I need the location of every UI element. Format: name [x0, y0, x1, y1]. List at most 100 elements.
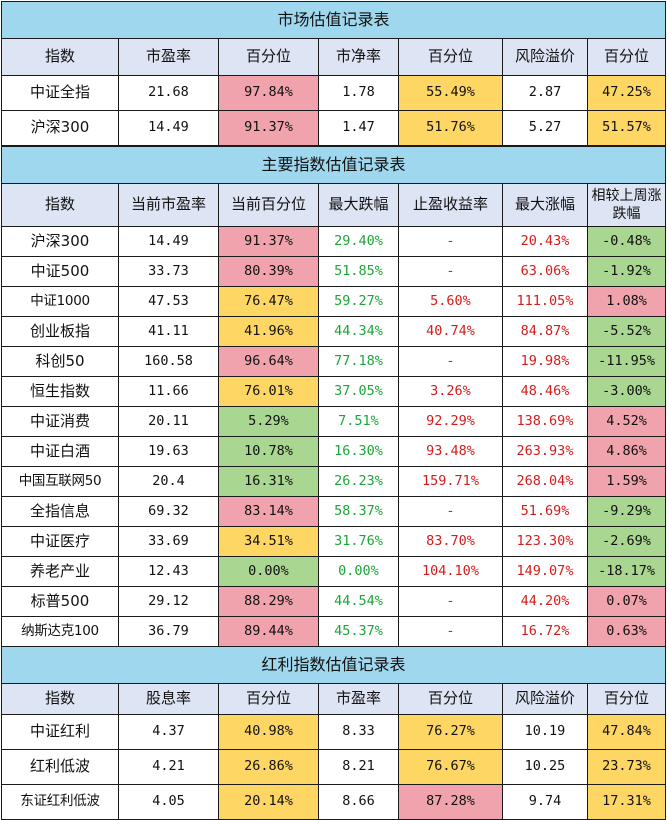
column-header: 市盈率: [118, 38, 219, 76]
risk-percentile: 51.57%: [586, 110, 667, 146]
table-row: 全指信息 69.32 83.14% 58.37% -51.69% -9.29%: [1, 496, 667, 527]
max-drawdown: 44.34%: [318, 316, 399, 347]
take-profit-return: 83.70%: [398, 526, 503, 557]
table-row: 养老产业 12.43 0.00% 0.00% 104.10% 149.07% -18.17%: [1, 556, 667, 587]
max-gain: 44.20%: [502, 586, 588, 617]
take-profit-return: -: [398, 496, 503, 527]
index-name: 全指信息: [1, 496, 119, 527]
index-name: 中证消费: [1, 406, 119, 437]
risk-premium: 9.74: [502, 784, 588, 820]
pe-value: 11.66: [118, 376, 219, 407]
column-header: 百分位: [586, 683, 667, 715]
weekly-change: -9.29%: [586, 496, 667, 527]
table-row: 沪深300 14.49 91.37% 1.47 51.76% 5.27 51.5…: [1, 110, 667, 146]
pe-percentile: 0.00%: [218, 556, 319, 587]
max-drawdown: 58.37%: [318, 496, 399, 527]
index-name: 中证医疗: [1, 526, 119, 557]
table-row: 中证1000 47.53 76.47% 59.27% 5.60% 111.05% 1.08%: [1, 286, 667, 317]
pe-percentile: 76.27%: [398, 714, 503, 750]
max-drawdown: 7.51%: [318, 406, 399, 437]
max-drawdown: 59.27%: [318, 286, 399, 317]
pe-percentile: 41.96%: [218, 316, 319, 347]
index-name: 沪深300: [1, 110, 119, 146]
take-profit-return: 159.71%: [398, 466, 503, 497]
max-drawdown: 45.37%: [318, 616, 399, 647]
table-row: 红利低波 4.21 26.86% 8.21 76.67% 10.25 23.73…: [1, 749, 667, 785]
max-drawdown: 37.05%: [318, 376, 399, 407]
weekly-change: 1.08%: [586, 286, 667, 317]
take-profit-return: 40.74%: [398, 316, 503, 347]
take-profit-return: -: [398, 226, 503, 257]
pe-value: 20.4: [118, 466, 219, 497]
pe-percentile: 91.37%: [218, 110, 319, 146]
dividend-index-valuation-table: 红利指数估值记录表 指数 股息率 百分位 市盈率 百分位 风险溢价 百分位 中证…: [0, 646, 667, 820]
pe-percentile: 80.39%: [218, 256, 319, 287]
pe-value: 21.68: [118, 75, 219, 111]
column-header: 百分位: [398, 683, 503, 715]
take-profit-return: 93.48%: [398, 436, 503, 467]
column-header: 百分位: [586, 38, 667, 76]
take-profit-return: -: [398, 586, 503, 617]
market-table-title: 市场估值记录表: [0, 1, 667, 39]
dividend-yield: 4.21: [118, 749, 219, 785]
max-drawdown: 31.76%: [318, 526, 399, 557]
risk-percentile: 47.84%: [586, 714, 667, 750]
risk-premium: 10.19: [502, 714, 588, 750]
max-drawdown: 77.18%: [318, 346, 399, 377]
pe-percentile: 34.51%: [218, 526, 319, 557]
table-row: 创业板指 41.11 41.96% 44.34% 40.74% 84.87% -5.52%: [1, 316, 667, 347]
risk-premium: 2.87: [502, 75, 588, 111]
take-profit-return: 5.60%: [398, 286, 503, 317]
max-gain: 263.93%: [502, 436, 588, 467]
index-name: 纳斯达克100: [1, 616, 119, 647]
major-index-valuation-table: 主要指数估值记录表 指数 当前市盈率 当前百分位 最大跌幅 止盈收益率 最大涨幅…: [0, 146, 667, 647]
market-header-row: 指数 市盈率 百分位 市净率 百分位 风险溢价 百分位: [1, 38, 667, 76]
max-gain: 20.43%: [502, 226, 588, 257]
market-valuation-table: 市场估值记录表 指数 市盈率 百分位 市净率 百分位 风险溢价 百分位 中证全指…: [0, 1, 667, 146]
index-name: 标普500: [1, 586, 119, 617]
index-name: 恒生指数: [1, 376, 119, 407]
max-gain: 111.05%: [502, 286, 588, 317]
max-gain: 123.30%: [502, 526, 588, 557]
weekly-change: -3.00%: [586, 376, 667, 407]
column-header: 止盈收益率: [398, 183, 503, 227]
max-gain: 63.06%: [502, 256, 588, 287]
pe-value: 19.63: [118, 436, 219, 467]
index-name: 红利低波: [1, 749, 119, 785]
max-gain: 138.69%: [502, 406, 588, 437]
weekly-change: 1.59%: [586, 466, 667, 497]
table-row: 中证医疗 33.69 34.51% 31.76% 83.70% 123.30% -2.69%: [1, 526, 667, 557]
pe-value: 14.49: [118, 110, 219, 146]
pe-value: 12.43: [118, 556, 219, 587]
take-profit-return: -: [398, 616, 503, 647]
index-name: 中证白酒: [1, 436, 119, 467]
max-gain: 149.07%: [502, 556, 588, 587]
take-profit-return: 92.29%: [398, 406, 503, 437]
dividend-yield-percentile: 40.98%: [218, 714, 319, 750]
column-header: 当前百分位: [218, 183, 319, 227]
take-profit-return: -: [398, 256, 503, 287]
pe-percentile: 83.14%: [218, 496, 319, 527]
column-header: 指数: [1, 38, 119, 76]
risk-percentile: 23.73%: [586, 749, 667, 785]
pe-percentile: 76.67%: [398, 749, 503, 785]
max-drawdown: 51.85%: [318, 256, 399, 287]
max-gain: 84.87%: [502, 316, 588, 347]
weekly-change: -5.52%: [586, 316, 667, 347]
weekly-change: 0.07%: [586, 586, 667, 617]
pb-value: 1.47: [318, 110, 399, 146]
pe-percentile: 87.28%: [398, 784, 503, 820]
pe-percentile: 88.29%: [218, 586, 319, 617]
dividend-yield-percentile: 20.14%: [218, 784, 319, 820]
table-row: 中国互联网50 20.4 16.31% 26.23% 159.71% 268.04% 1.5…: [1, 466, 667, 497]
dividend-yield: 4.05: [118, 784, 219, 820]
index-name: 科创50: [1, 346, 119, 377]
max-drawdown: 44.54%: [318, 586, 399, 617]
pe-value: 41.11: [118, 316, 219, 347]
pe-percentile: 76.01%: [218, 376, 319, 407]
dividend-yield: 4.37: [118, 714, 219, 750]
table-row: 恒生指数 11.66 76.01% 37.05% 3.26% 48.46% -3.00%: [1, 376, 667, 407]
pb-percentile: 55.49%: [398, 75, 503, 111]
weekly-change: 4.52%: [586, 406, 667, 437]
index-name: 创业板指: [1, 316, 119, 347]
